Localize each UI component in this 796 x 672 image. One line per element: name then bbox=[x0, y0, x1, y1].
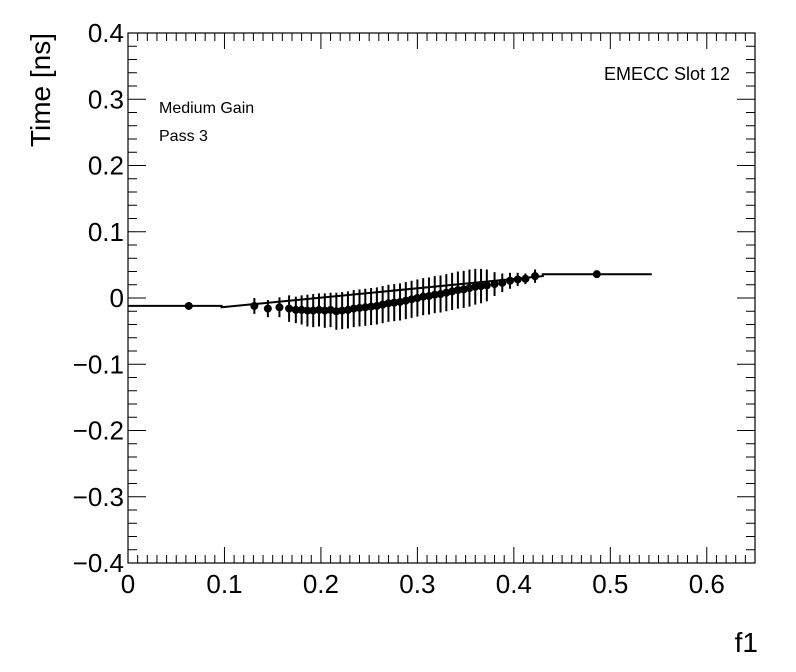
data-point bbox=[498, 278, 507, 287]
data-point bbox=[303, 306, 312, 315]
data-point bbox=[297, 305, 306, 314]
data-point bbox=[471, 282, 480, 291]
x-tick-label: 0.3 bbox=[399, 569, 435, 599]
data-point bbox=[349, 304, 358, 313]
data-point bbox=[592, 270, 601, 279]
data-point bbox=[263, 304, 272, 313]
y-tick-label: 0 bbox=[110, 283, 124, 313]
data-point bbox=[184, 301, 193, 310]
x-tick-label: 0.5 bbox=[592, 569, 628, 599]
data-point bbox=[513, 275, 522, 284]
data-point bbox=[309, 306, 318, 315]
data-point bbox=[285, 304, 294, 313]
tick-labels: 0 0.1 0.2 0.3 0.4 0.5 0.6 −0.4 −0.3 −0.2 −0.1 0 0.1 0… bbox=[73, 18, 725, 599]
data-point bbox=[367, 302, 376, 311]
data-point bbox=[275, 303, 284, 312]
y-tick-label: 0.4 bbox=[88, 18, 124, 48]
annotation-pass: Pass 3 bbox=[159, 128, 208, 145]
x-axis-title: f1 bbox=[735, 627, 758, 658]
data-point bbox=[332, 307, 341, 316]
data-point bbox=[419, 292, 428, 301]
y-tick-label: 0.1 bbox=[88, 217, 124, 247]
y-tick-label: −0.2 bbox=[73, 416, 124, 446]
y-tick-label: −0.4 bbox=[73, 548, 124, 578]
data-point bbox=[490, 280, 499, 289]
data-point bbox=[482, 281, 491, 290]
y-tick-label: −0.1 bbox=[73, 349, 124, 379]
data-point bbox=[505, 276, 514, 285]
data-point bbox=[390, 298, 399, 307]
data-point bbox=[453, 286, 462, 295]
data-point bbox=[314, 305, 323, 314]
data-point bbox=[430, 290, 439, 299]
tick-marks bbox=[127, 32, 756, 564]
x-tick-label: 0.2 bbox=[303, 569, 339, 599]
data-point bbox=[384, 299, 393, 308]
y-axis-title: Time [ns] bbox=[25, 33, 56, 147]
plot-frame bbox=[127, 32, 756, 564]
data-point bbox=[531, 272, 540, 281]
data-points bbox=[184, 268, 601, 330]
annotation-gain: Medium Gain bbox=[159, 100, 254, 117]
data-point bbox=[355, 303, 364, 312]
data-point bbox=[361, 303, 370, 312]
x-tick-label: 0 bbox=[121, 569, 135, 599]
x-tick-label: 0.6 bbox=[689, 569, 725, 599]
x-tick-label: 0.4 bbox=[496, 569, 532, 599]
annotation-slot: EMECC Slot 12 bbox=[604, 64, 730, 84]
data-point bbox=[521, 274, 530, 283]
data-point bbox=[291, 305, 300, 314]
data-point bbox=[250, 301, 259, 310]
y-tick-label: −0.3 bbox=[73, 482, 124, 512]
y-tick-label: 0.3 bbox=[88, 84, 124, 114]
y-tick-label: 0.2 bbox=[88, 151, 124, 181]
data-point bbox=[320, 306, 329, 315]
x-tick-label: 0.1 bbox=[206, 569, 242, 599]
data-point bbox=[477, 282, 486, 291]
data-point bbox=[338, 306, 347, 315]
